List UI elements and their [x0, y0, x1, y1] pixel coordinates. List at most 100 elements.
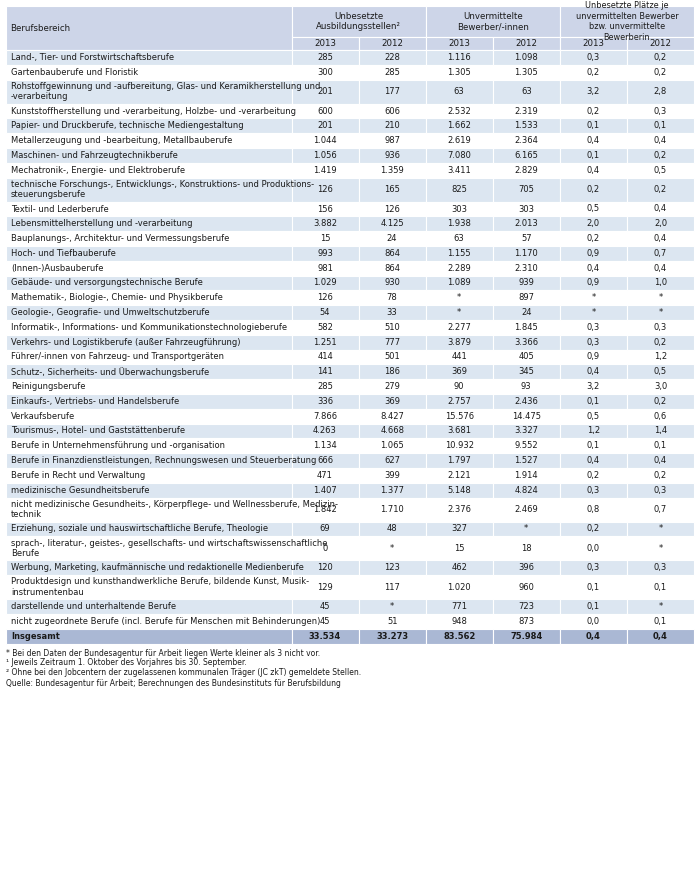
Text: 45: 45: [320, 602, 330, 611]
Text: 0,5: 0,5: [587, 205, 600, 213]
Bar: [426, 64, 493, 79]
Bar: [6, 50, 291, 64]
Bar: [291, 468, 358, 482]
Text: Informatik-, Informations- und Kommunikationstechnologieberufe: Informatik-, Informations- und Kommunika…: [11, 323, 287, 332]
Text: 15: 15: [454, 544, 465, 553]
Text: 1.020: 1.020: [447, 583, 471, 592]
Text: 300: 300: [317, 68, 333, 77]
Text: Tourismus-, Hotel- und Gaststättenberufe: Tourismus-, Hotel- und Gaststättenberufe: [11, 427, 185, 436]
Text: 0,1: 0,1: [587, 441, 600, 451]
Text: 0,3: 0,3: [654, 323, 667, 332]
Text: 24: 24: [521, 308, 531, 318]
Bar: [493, 453, 560, 468]
Text: sprach-, literatur-, geistes-, gesellschafts- und wirtschaftswissenschaftliche
B: sprach-, literatur-, geistes-, gesellsch…: [11, 539, 328, 558]
Text: *: *: [524, 525, 528, 534]
Bar: [426, 261, 493, 275]
Bar: [291, 163, 358, 177]
Bar: [6, 177, 291, 202]
Bar: [6, 599, 291, 614]
Bar: [358, 261, 426, 275]
Bar: [560, 497, 627, 521]
Text: 123: 123: [384, 564, 400, 572]
Bar: [358, 148, 426, 163]
Bar: [560, 423, 627, 438]
Text: 666: 666: [317, 456, 333, 465]
Bar: [560, 202, 627, 216]
Text: Lebensmittelherstellung und -verarbeitung: Lebensmittelherstellung und -verarbeitun…: [11, 220, 192, 228]
Text: 936: 936: [384, 151, 400, 160]
Bar: [426, 349, 493, 364]
Text: 0,4: 0,4: [654, 264, 667, 273]
Bar: [627, 202, 694, 216]
Text: 0,3: 0,3: [587, 338, 600, 347]
Bar: [560, 64, 627, 79]
Bar: [560, 231, 627, 246]
Bar: [627, 423, 694, 438]
Bar: [627, 320, 694, 335]
Text: 0,3: 0,3: [587, 486, 600, 495]
Bar: [560, 216, 627, 231]
Text: 0,2: 0,2: [654, 338, 667, 347]
Text: 51: 51: [387, 617, 398, 626]
Bar: [358, 482, 426, 497]
Text: 2.829: 2.829: [514, 166, 538, 175]
Bar: [560, 103, 627, 118]
Bar: [493, 261, 560, 275]
Bar: [6, 231, 291, 246]
Bar: [358, 163, 426, 177]
Bar: [291, 521, 358, 536]
Bar: [358, 320, 426, 335]
Bar: [560, 335, 627, 349]
Bar: [6, 118, 291, 133]
Bar: [627, 497, 694, 521]
Text: 2012: 2012: [650, 39, 671, 48]
Bar: [358, 275, 426, 290]
Text: 0,2: 0,2: [587, 471, 600, 480]
Bar: [6, 202, 291, 216]
Bar: [426, 423, 493, 438]
Text: 33: 33: [387, 308, 398, 318]
Text: 0,1: 0,1: [587, 397, 600, 406]
Text: 2.532: 2.532: [447, 107, 471, 116]
Bar: [426, 335, 493, 349]
Text: 2.469: 2.469: [514, 505, 538, 514]
Text: 1.842: 1.842: [313, 505, 337, 514]
Bar: [6, 148, 291, 163]
Text: Land-, Tier- und Forstwirtschaftsberufe: Land-, Tier- und Forstwirtschaftsberufe: [11, 53, 174, 62]
Text: 864: 864: [384, 249, 400, 258]
Text: 825: 825: [452, 185, 467, 194]
Text: 1.419: 1.419: [313, 166, 337, 175]
Bar: [560, 261, 627, 275]
Text: 0,3: 0,3: [587, 323, 600, 332]
Bar: [291, 202, 358, 216]
Text: 57: 57: [521, 234, 531, 243]
Text: 0,2: 0,2: [587, 107, 600, 116]
Text: Schutz-, Sicherheits- und Überwachungsberufe: Schutz-, Sicherheits- und Überwachungsbe…: [11, 367, 209, 377]
Bar: [493, 438, 560, 453]
Bar: [493, 599, 560, 614]
Text: 0,2: 0,2: [654, 185, 667, 194]
Text: 0,7: 0,7: [654, 249, 667, 258]
Text: 1.044: 1.044: [313, 136, 337, 146]
Bar: [358, 305, 426, 320]
Text: ² Ohne bei den Jobcentern der zugelassenen kommunalen Träger (JC zkT) gemeldete : ² Ohne bei den Jobcentern der zugelassen…: [6, 668, 361, 676]
Bar: [291, 536, 358, 560]
Text: 2.277: 2.277: [447, 323, 471, 332]
Text: 126: 126: [384, 205, 400, 213]
Text: Unvermittelte
Bewerber/-innen: Unvermittelte Bewerber/-innen: [457, 11, 528, 31]
Text: Produktdesign und kunsthandwerkliche Berufe, bildende Kunst, Musik-
instrumenten: Produktdesign und kunsthandwerkliche Ber…: [11, 578, 309, 597]
Text: 1.845: 1.845: [514, 323, 538, 332]
Text: 0,4: 0,4: [587, 456, 600, 465]
Bar: [358, 216, 426, 231]
Bar: [358, 599, 426, 614]
Text: Textil- und Lederberufe: Textil- und Lederberufe: [11, 205, 109, 213]
Text: 2.289: 2.289: [447, 264, 471, 273]
Text: 723: 723: [518, 602, 534, 611]
Bar: [493, 216, 560, 231]
Text: 4.125: 4.125: [380, 220, 404, 228]
Bar: [291, 6, 426, 37]
Text: 1.134: 1.134: [313, 441, 337, 451]
Bar: [358, 521, 426, 536]
Bar: [627, 575, 694, 599]
Text: 4.824: 4.824: [514, 486, 538, 495]
